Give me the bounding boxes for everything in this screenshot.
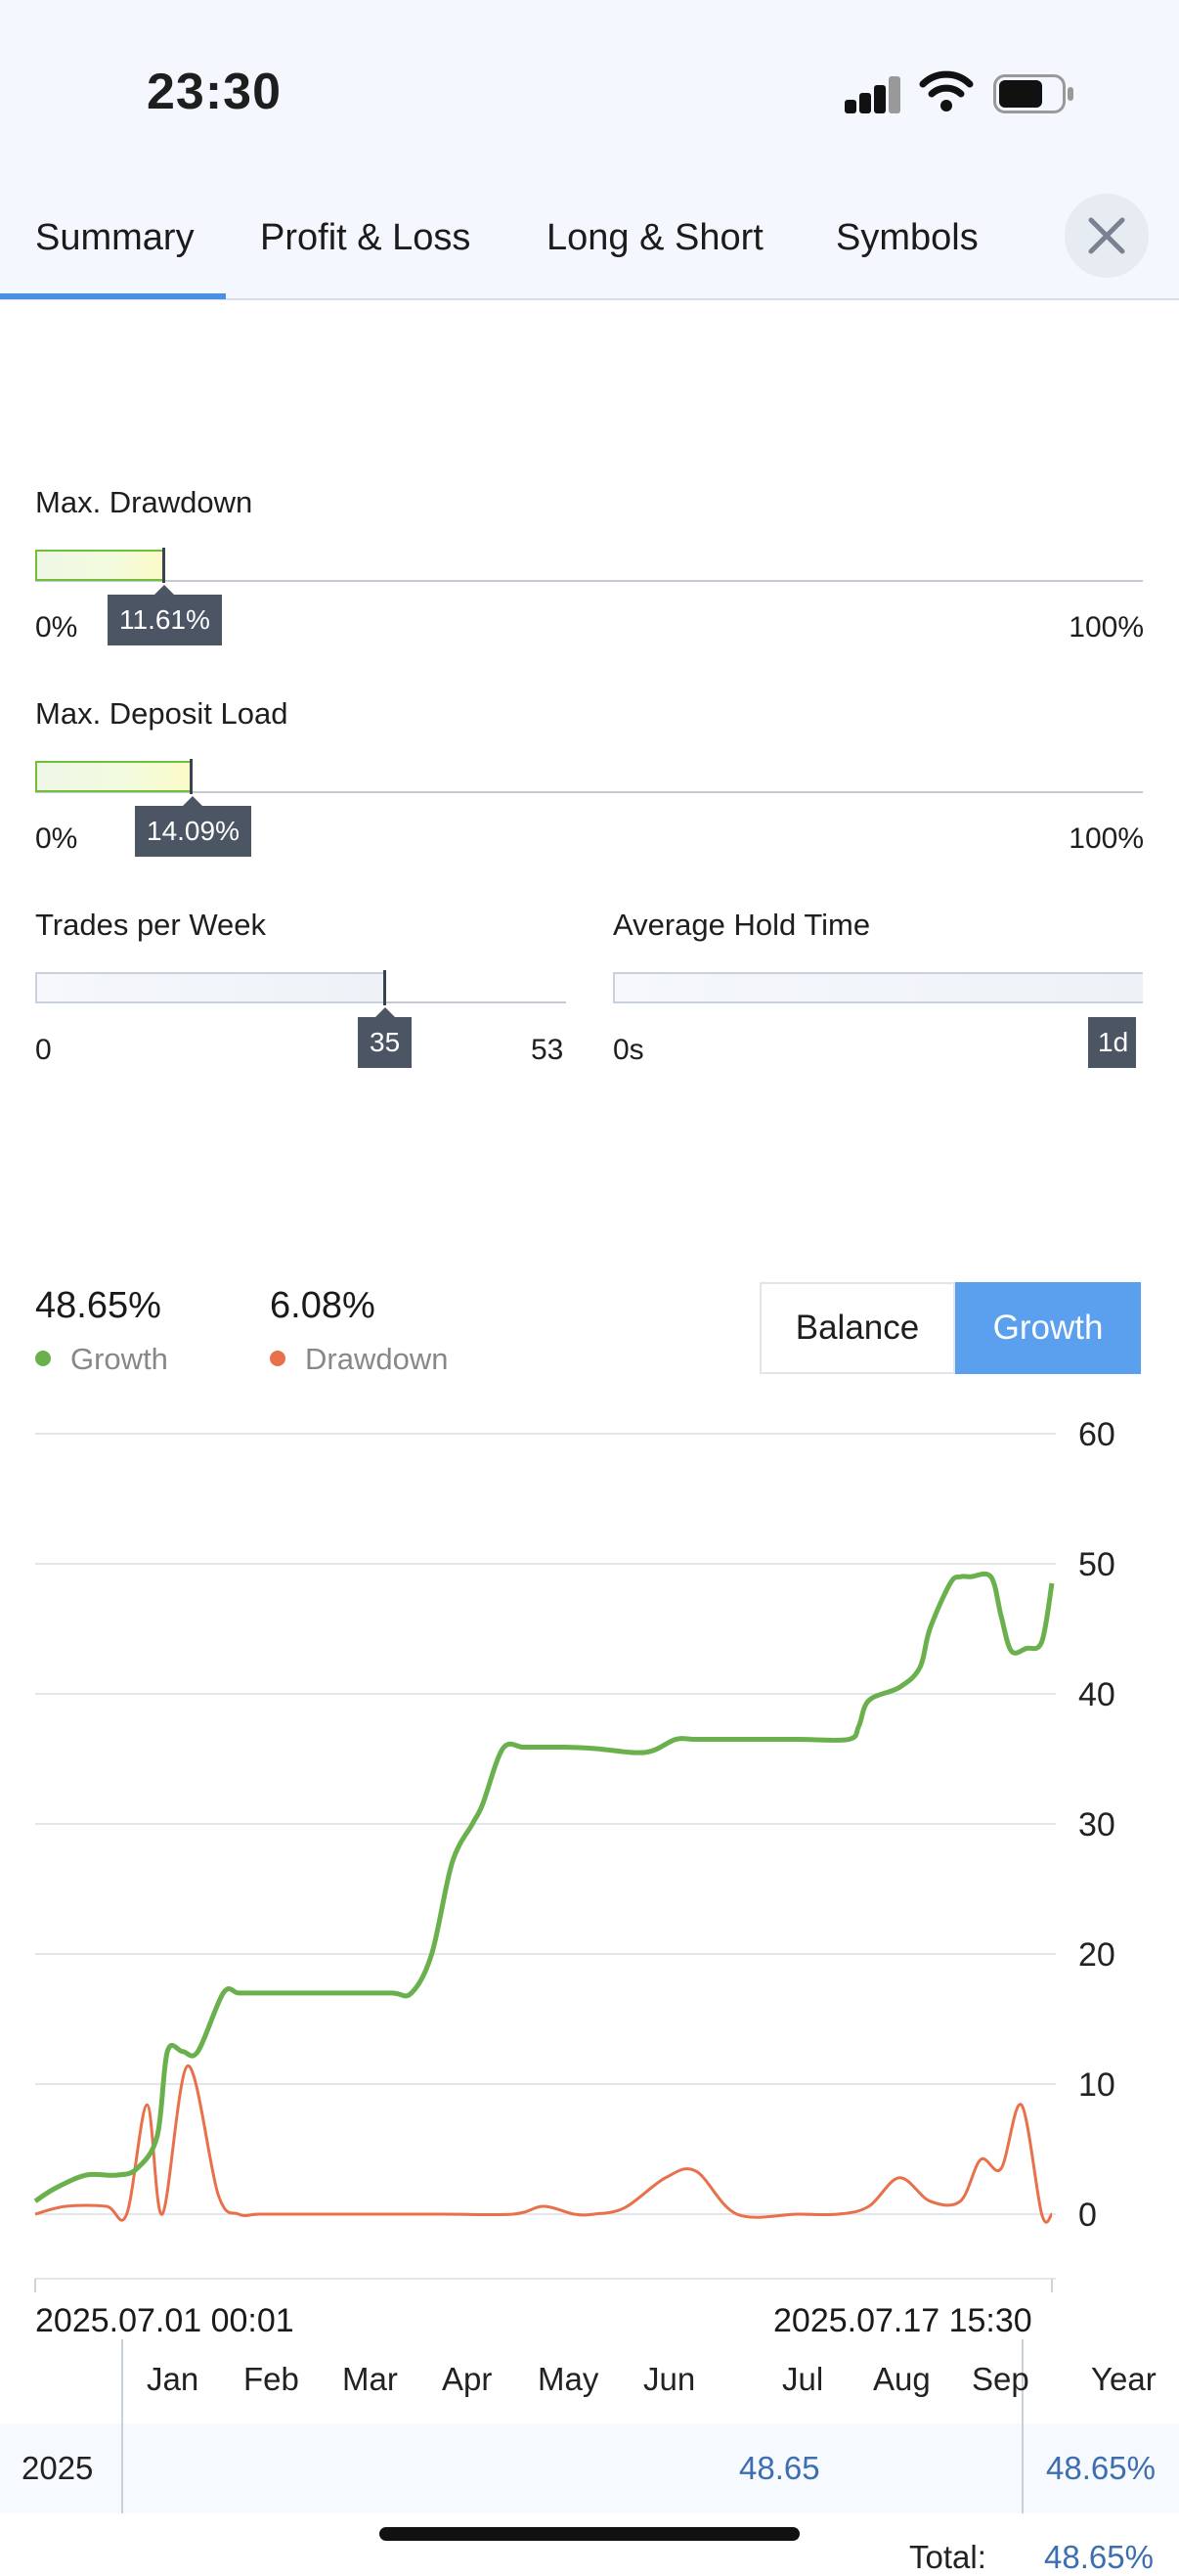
- max-deposit-load-min: 0%: [35, 822, 78, 855]
- max-drawdown-max: 100%: [1069, 611, 1144, 644]
- max-deposit-load-label: Max. Deposit Load: [35, 696, 288, 731]
- month-header-aug: Aug: [873, 2361, 931, 2397]
- tab-symbols[interactable]: Symbols: [836, 217, 979, 258]
- average-hold-time-tip-clip: 1d: [1088, 1017, 1143, 1070]
- tab-profit-loss[interactable]: Profit & Loss: [260, 217, 471, 258]
- tab-long-short[interactable]: Long & Short: [546, 217, 764, 258]
- chart-end-date: 2025.07.17 15:30: [773, 2302, 1032, 2339]
- growth-legend-dot: [35, 1351, 51, 1366]
- max-deposit-load-track: [35, 791, 1143, 793]
- y-tick-label-0: 0: [1078, 2197, 1097, 2234]
- jul-value-cell[interactable]: 48.65: [739, 2450, 820, 2486]
- total-label: Total:: [909, 2539, 986, 2575]
- trades-per-week-fill: [35, 972, 385, 1003]
- balance-toggle-button[interactable]: Balance: [760, 1282, 955, 1374]
- max-deposit-load-fill: [35, 761, 192, 792]
- total-value: 48.65%: [1044, 2539, 1154, 2575]
- max-drawdown-track: [35, 580, 1143, 582]
- drawdown-value: 6.08%: [270, 1285, 375, 1326]
- close-icon: [1088, 217, 1125, 254]
- y-tick-label-60: 60: [1078, 1416, 1115, 1453]
- month-header-mar: Mar: [342, 2361, 398, 2397]
- month-header-apr: Apr: [442, 2361, 493, 2397]
- table-divider-left: [121, 2339, 123, 2513]
- growth-legend-label: Growth: [70, 1342, 168, 1376]
- drawdown-legend-dot: [270, 1351, 285, 1366]
- max-drawdown-label: Max. Drawdown: [35, 485, 253, 519]
- chart-start-date: 2025.07.01 00:01: [35, 2302, 294, 2339]
- y-tick-label-40: 40: [1078, 1676, 1115, 1713]
- trades-per-week-value: 35: [358, 1007, 413, 1068]
- tab-summary[interactable]: Summary: [35, 217, 195, 258]
- year-row-background: [0, 2423, 1179, 2513]
- year-total-cell[interactable]: 48.65%: [1046, 2450, 1156, 2486]
- battery-icon: [993, 74, 1075, 115]
- max-drawdown-value: 11.61%: [108, 585, 222, 645]
- trades-per-week-marker: [383, 970, 386, 1005]
- month-header-sep: Sep: [972, 2361, 1029, 2397]
- y-tick-label-20: 20: [1078, 1936, 1115, 1974]
- month-header-jan: Jan: [147, 2361, 199, 2397]
- max-drawdown-fill: [35, 550, 164, 581]
- growth-value: 48.65%: [35, 1285, 161, 1326]
- average-hold-time-min: 0s: [613, 1034, 644, 1066]
- max-deposit-load-max: 100%: [1069, 822, 1144, 855]
- drawdown-series-line: [34, 2064, 1054, 2224]
- month-header-may: May: [538, 2361, 599, 2397]
- active-tab-indicator: [0, 293, 226, 299]
- drawdown-legend-label: Drawdown: [305, 1342, 449, 1376]
- month-header-jul: Jul: [782, 2361, 824, 2397]
- year-label: 2025: [22, 2450, 94, 2486]
- month-header-jun: Jun: [643, 2361, 696, 2397]
- y-tick-label-30: 30: [1078, 1806, 1115, 1843]
- average-hold-time-fill: [613, 972, 1143, 1003]
- tab-bar: [0, 176, 1179, 300]
- y-tick-label-50: 50: [1078, 1546, 1115, 1583]
- max-deposit-load-value: 14.09%: [135, 796, 251, 857]
- max-drawdown-marker: [162, 548, 165, 583]
- trades-per-week-label: Trades per Week: [35, 908, 267, 942]
- max-drawdown-min: 0%: [35, 611, 78, 644]
- average-hold-time-label: Average Hold Time: [613, 908, 871, 942]
- y-tick-label-10: 10: [1078, 2066, 1115, 2104]
- growth-series-line: [33, 1571, 1055, 2203]
- wifi-icon: [919, 68, 974, 113]
- close-button[interactable]: [1065, 194, 1149, 278]
- status-time: 23:30: [147, 64, 282, 120]
- table-divider-right: [1022, 2339, 1024, 2513]
- trades-per-week-max: 53: [531, 1034, 564, 1066]
- cellular-signal-icon: [845, 76, 901, 113]
- home-indicator: [379, 2527, 800, 2541]
- year-column-header: Year: [1091, 2361, 1157, 2397]
- growth-toggle-button[interactable]: Growth: [955, 1282, 1141, 1374]
- status-bar: [0, 0, 1179, 176]
- average-hold-time-value: 1d: [1088, 1017, 1137, 1068]
- month-header-feb: Feb: [243, 2361, 299, 2397]
- trades-per-week-min: 0: [35, 1034, 52, 1066]
- max-deposit-load-marker: [190, 759, 193, 794]
